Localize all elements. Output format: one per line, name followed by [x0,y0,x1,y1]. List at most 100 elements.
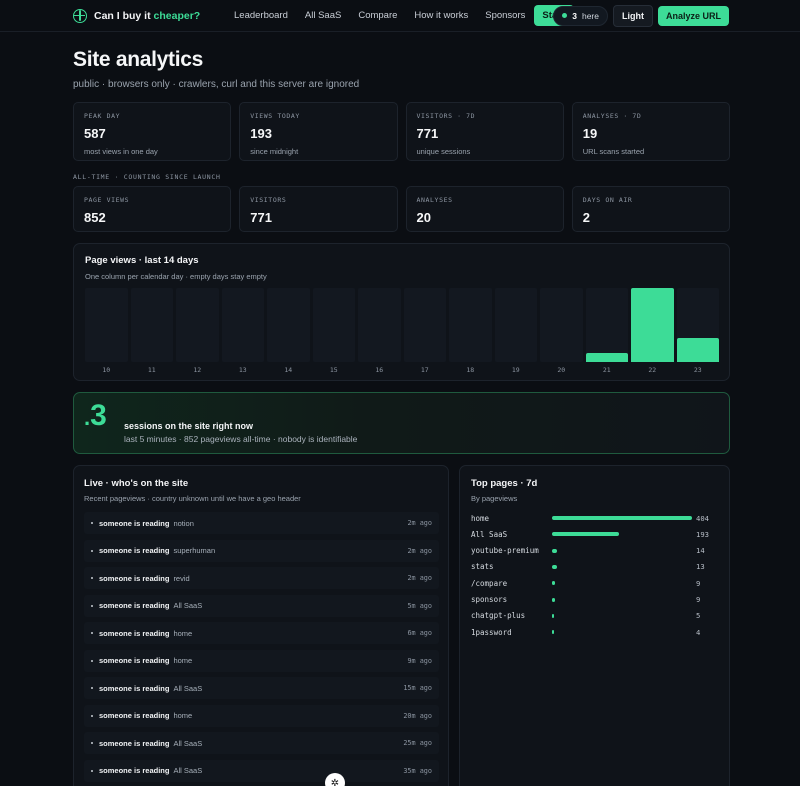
live-item-label: someone is reading [99,711,170,720]
top-page-count: 5 [696,611,701,621]
stat-value: 193 [250,126,272,141]
top-page-row[interactable]: 1password 4 [471,626,711,638]
stat-label: VIEWS TODAY [250,112,300,120]
pageviews-chart: 10 11 12 13 14 15 16 17 18 19 20 21 22 23 [85,288,719,374]
online-count-pill[interactable]: 3 here [553,5,608,26]
chart-tick-label: 23 [693,366,702,374]
chart-bar-col [267,288,310,362]
bullet-icon [91,769,93,772]
stat-note: since midnight [250,147,299,156]
stat-value: 19 [582,126,598,141]
top-nav: Can I buy it cheaper? Leaderboard All Sa… [0,0,800,32]
live-list-item[interactable]: someone is reading superhuman 2m ago [84,539,439,562]
top-page-bar [552,613,554,618]
recent-stats-row: PEAK DAY 587 most views in one day VIEWS… [73,102,730,161]
pageviews-title: Page views · last 14 days [85,255,199,266]
settings-fab-icon[interactable]: ✲ [325,773,345,786]
live-list-item[interactable]: someone is reading All SaaS 5m ago [84,594,439,617]
stat-label: VISITORS · 7D [416,112,476,120]
top-pages-title: Top pages · 7d [471,478,538,489]
theme-toggle-button[interactable]: Light [612,4,653,27]
top-page-name: youtube-premium [471,546,539,556]
nav-link-how-it-works[interactable]: How it works [414,10,469,21]
chart-bar-col [85,288,128,362]
top-page-bar [552,630,554,635]
now-title: sessions on the site right now [124,421,254,431]
bullet-icon [91,522,93,524]
top-page-row[interactable]: All SaaS 193 [471,528,711,540]
nav-link-leaderboard[interactable]: Leaderboard [234,10,288,21]
top-page-row[interactable]: youtube-premium 14 [471,545,711,557]
live-list-item[interactable]: someone is reading home 9m ago [84,649,439,672]
top-page-name: home [471,513,490,523]
live-item-label: someone is reading [99,656,170,665]
top-page-row[interactable]: /compare 9 [471,577,711,589]
live-list-item[interactable]: someone is reading home 20m ago [84,704,439,727]
now-count: .3 [84,399,107,432]
nav-link-compare[interactable]: Compare [358,10,398,21]
live-title: Live · who's on the site [84,478,189,489]
live-item-label: someone is reading [99,546,170,555]
chart-tick-label: 13 [238,366,247,374]
bullet-icon [91,659,93,662]
bullet-icon [91,577,93,579]
stat-value: 2 [582,210,590,225]
stat-note: URL scans started [582,147,645,156]
stat-value: 852 [84,210,106,225]
chart-bar[interactable] [676,337,719,362]
chart-bar[interactable] [631,288,674,362]
stat-label: PEAK DAY [84,112,121,120]
page-subtitle: public · browsers only · crawlers, curl … [73,79,360,90]
top-page-count: 13 [696,562,705,572]
live-item-page: superhuman [173,546,216,555]
live-list-item[interactable]: someone is reading All SaaS 35m ago [84,759,439,782]
chart-bar-col [676,288,719,362]
stat-label: PAGE VIEWS [84,196,130,204]
chart-bar-col [449,288,492,362]
chart-bar-col [631,288,674,362]
live-item-ago: 2m ago [407,519,432,527]
live-item-label: someone is reading [99,738,170,748]
live-item-ago: 2m ago [407,574,432,582]
stat-card-peak-day: PEAK DAY 587 most views in one day [73,102,232,161]
top-page-bar-track [552,548,692,553]
live-item-page: home [173,628,193,638]
top-page-name: /compare [471,578,508,588]
live-list-item[interactable]: someone is reading All SaaS 25m ago [84,732,439,754]
online-count: 3 [572,10,577,21]
bullet-icon [91,549,93,552]
live-list-item[interactable]: someone is reading revid 2m ago [84,567,439,589]
nav-links: Leaderboard All SaaS Compare How it work… [226,5,575,26]
top-page-bar [552,597,556,602]
globe-icon [73,8,87,23]
analyze-url-button[interactable]: Analyze URL [657,5,729,26]
live-item-ago: 15m ago [403,684,432,692]
top-page-name: sponsors [471,595,508,604]
top-page-row[interactable]: sponsors 9 [471,594,711,606]
top-page-row[interactable]: home 404 [471,512,711,524]
top-page-count: 404 [696,513,709,523]
live-list-item[interactable]: someone is reading home 6m ago [84,622,439,644]
live-item-page: home [173,711,193,720]
nav-link-sponsors[interactable]: Sponsors [485,10,526,21]
top-page-bar-track [552,613,692,618]
top-page-row[interactable]: stats 13 [471,561,711,573]
chart-bar-col [130,288,173,362]
chart-bar-col [176,288,219,362]
live-item-ago: 20m ago [403,711,432,720]
live-list-item[interactable]: someone is reading notion 2m ago [84,512,439,534]
chart-bar[interactable] [585,352,628,362]
stat-label: VISITORS [250,196,287,204]
top-page-bar [552,564,557,569]
live-item-ago: 25m ago [403,739,432,747]
chart-tick-label: 20 [557,366,566,374]
top-page-row[interactable]: chatgpt-plus 5 [471,610,711,622]
nav-actions: 3 here Light Analyze URL [553,4,729,27]
nav-link-all-saas[interactable]: All SaaS [304,10,342,21]
chart-tick-label: 17 [420,366,429,374]
live-list-item[interactable]: someone is reading All SaaS 15m ago [84,677,439,699]
chart-bar-col [585,288,628,362]
brand-link[interactable]: Can I buy it cheaper? [73,8,200,23]
live-item-page: All SaaS [173,766,203,775]
stat-card-views-today: VIEWS TODAY 193 since midnight [239,102,398,161]
